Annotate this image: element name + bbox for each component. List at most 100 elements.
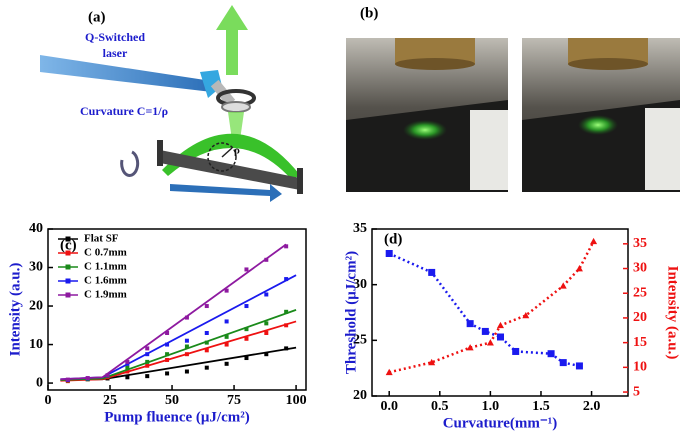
y-tick-label: 20 [29,298,43,313]
marker [165,330,170,335]
y-tick-label: 20 [353,388,367,403]
marker [264,292,269,297]
marker [165,357,170,362]
x-tick-label: 25 [103,393,117,408]
x-tick-label: 0 [45,393,52,408]
y-axis-label: Intensity (a.u.) [7,263,23,357]
legend-marker [65,264,71,270]
y2-axis-label: Intensity (a.u.) [665,266,681,360]
marker [204,365,209,370]
marker [125,369,130,374]
marker [224,361,229,366]
marker [244,327,249,332]
panel-b-photos [346,38,680,192]
y-tick-label: 10 [29,337,43,352]
marker [224,342,229,347]
panel-label: (c) [60,237,77,253]
marker [575,362,583,370]
curvature-label: Curvature C=1/ρ [80,104,168,118]
x-tick-label: 1.0 [482,399,500,414]
marker [244,336,249,341]
marker [125,365,130,370]
marker [125,375,130,380]
marker [165,342,170,347]
marker [244,356,249,361]
y2-tick-label: 20 [633,310,647,325]
legend-label: Flat SF [84,233,119,245]
marker [65,377,70,382]
x-tick-label: 100 [286,393,307,408]
marker [224,334,229,339]
marker [184,344,189,349]
y-tick-label: 25 [353,333,367,348]
x-tick-label: 75 [227,393,241,408]
y-tick-label: 30 [29,260,43,275]
y2-tick-label: 10 [633,360,647,375]
marker [428,358,436,366]
y-tick-label: 0 [36,375,43,390]
y-tick-label: 35 [353,221,367,236]
marker [428,268,436,276]
marker [125,359,130,364]
legend-marker [65,250,71,256]
y2-tick-label: 30 [633,261,647,276]
legend-label: C 1.6mm [84,275,127,287]
marker [184,338,189,343]
marker [466,320,474,328]
marker [284,277,289,282]
marker [184,369,189,374]
marker [105,373,110,378]
y2-tick-label: 35 [633,236,647,251]
legend-label: C 1.9mm [84,289,127,301]
marker [244,267,249,272]
panel-a-diagram [40,5,303,202]
marker [145,346,150,351]
marker [264,257,269,262]
panel-label: (b) [360,5,378,21]
y2-tick-label: 5 [633,384,640,399]
laser-label: laser [103,46,128,60]
marker [204,304,209,309]
marker [284,309,289,314]
legend-marker [65,278,71,284]
series-line [388,240,595,374]
marker [145,363,150,368]
marker [165,352,170,357]
x-tick-label: 50 [165,393,179,408]
marker [145,374,150,379]
panel-label: (a) [88,9,106,25]
y2-tick-label: 15 [633,335,647,350]
marker [184,352,189,357]
marker [284,346,289,351]
marker [575,265,583,272]
marker [385,249,393,257]
marker [204,330,209,335]
marker [165,371,170,376]
y2-tick-label: 25 [633,285,647,300]
marker [522,311,530,319]
y-tick-label: 30 [353,277,367,292]
legend-label: C 0.7mm [84,247,127,259]
marker [559,359,567,367]
marker [284,244,289,249]
legend-label: C 1.1mm [84,261,127,273]
marker [481,327,489,335]
series-line [388,252,580,368]
marker [264,321,269,326]
marker [145,359,150,364]
marker [145,352,150,357]
marker [264,330,269,335]
marker [590,237,598,245]
marker [224,319,229,324]
marker [385,368,393,376]
marker [466,344,474,351]
x-axis-label: Pump fluence (μJ/cm²) [104,409,249,425]
marker [204,348,209,353]
laser-label: Q-Switched [85,30,145,44]
legend-marker [65,236,71,242]
marker [512,347,520,355]
x-axis-label: Curvature(mm⁻¹) [443,415,558,431]
marker [486,339,494,346]
legend-marker [65,292,71,298]
